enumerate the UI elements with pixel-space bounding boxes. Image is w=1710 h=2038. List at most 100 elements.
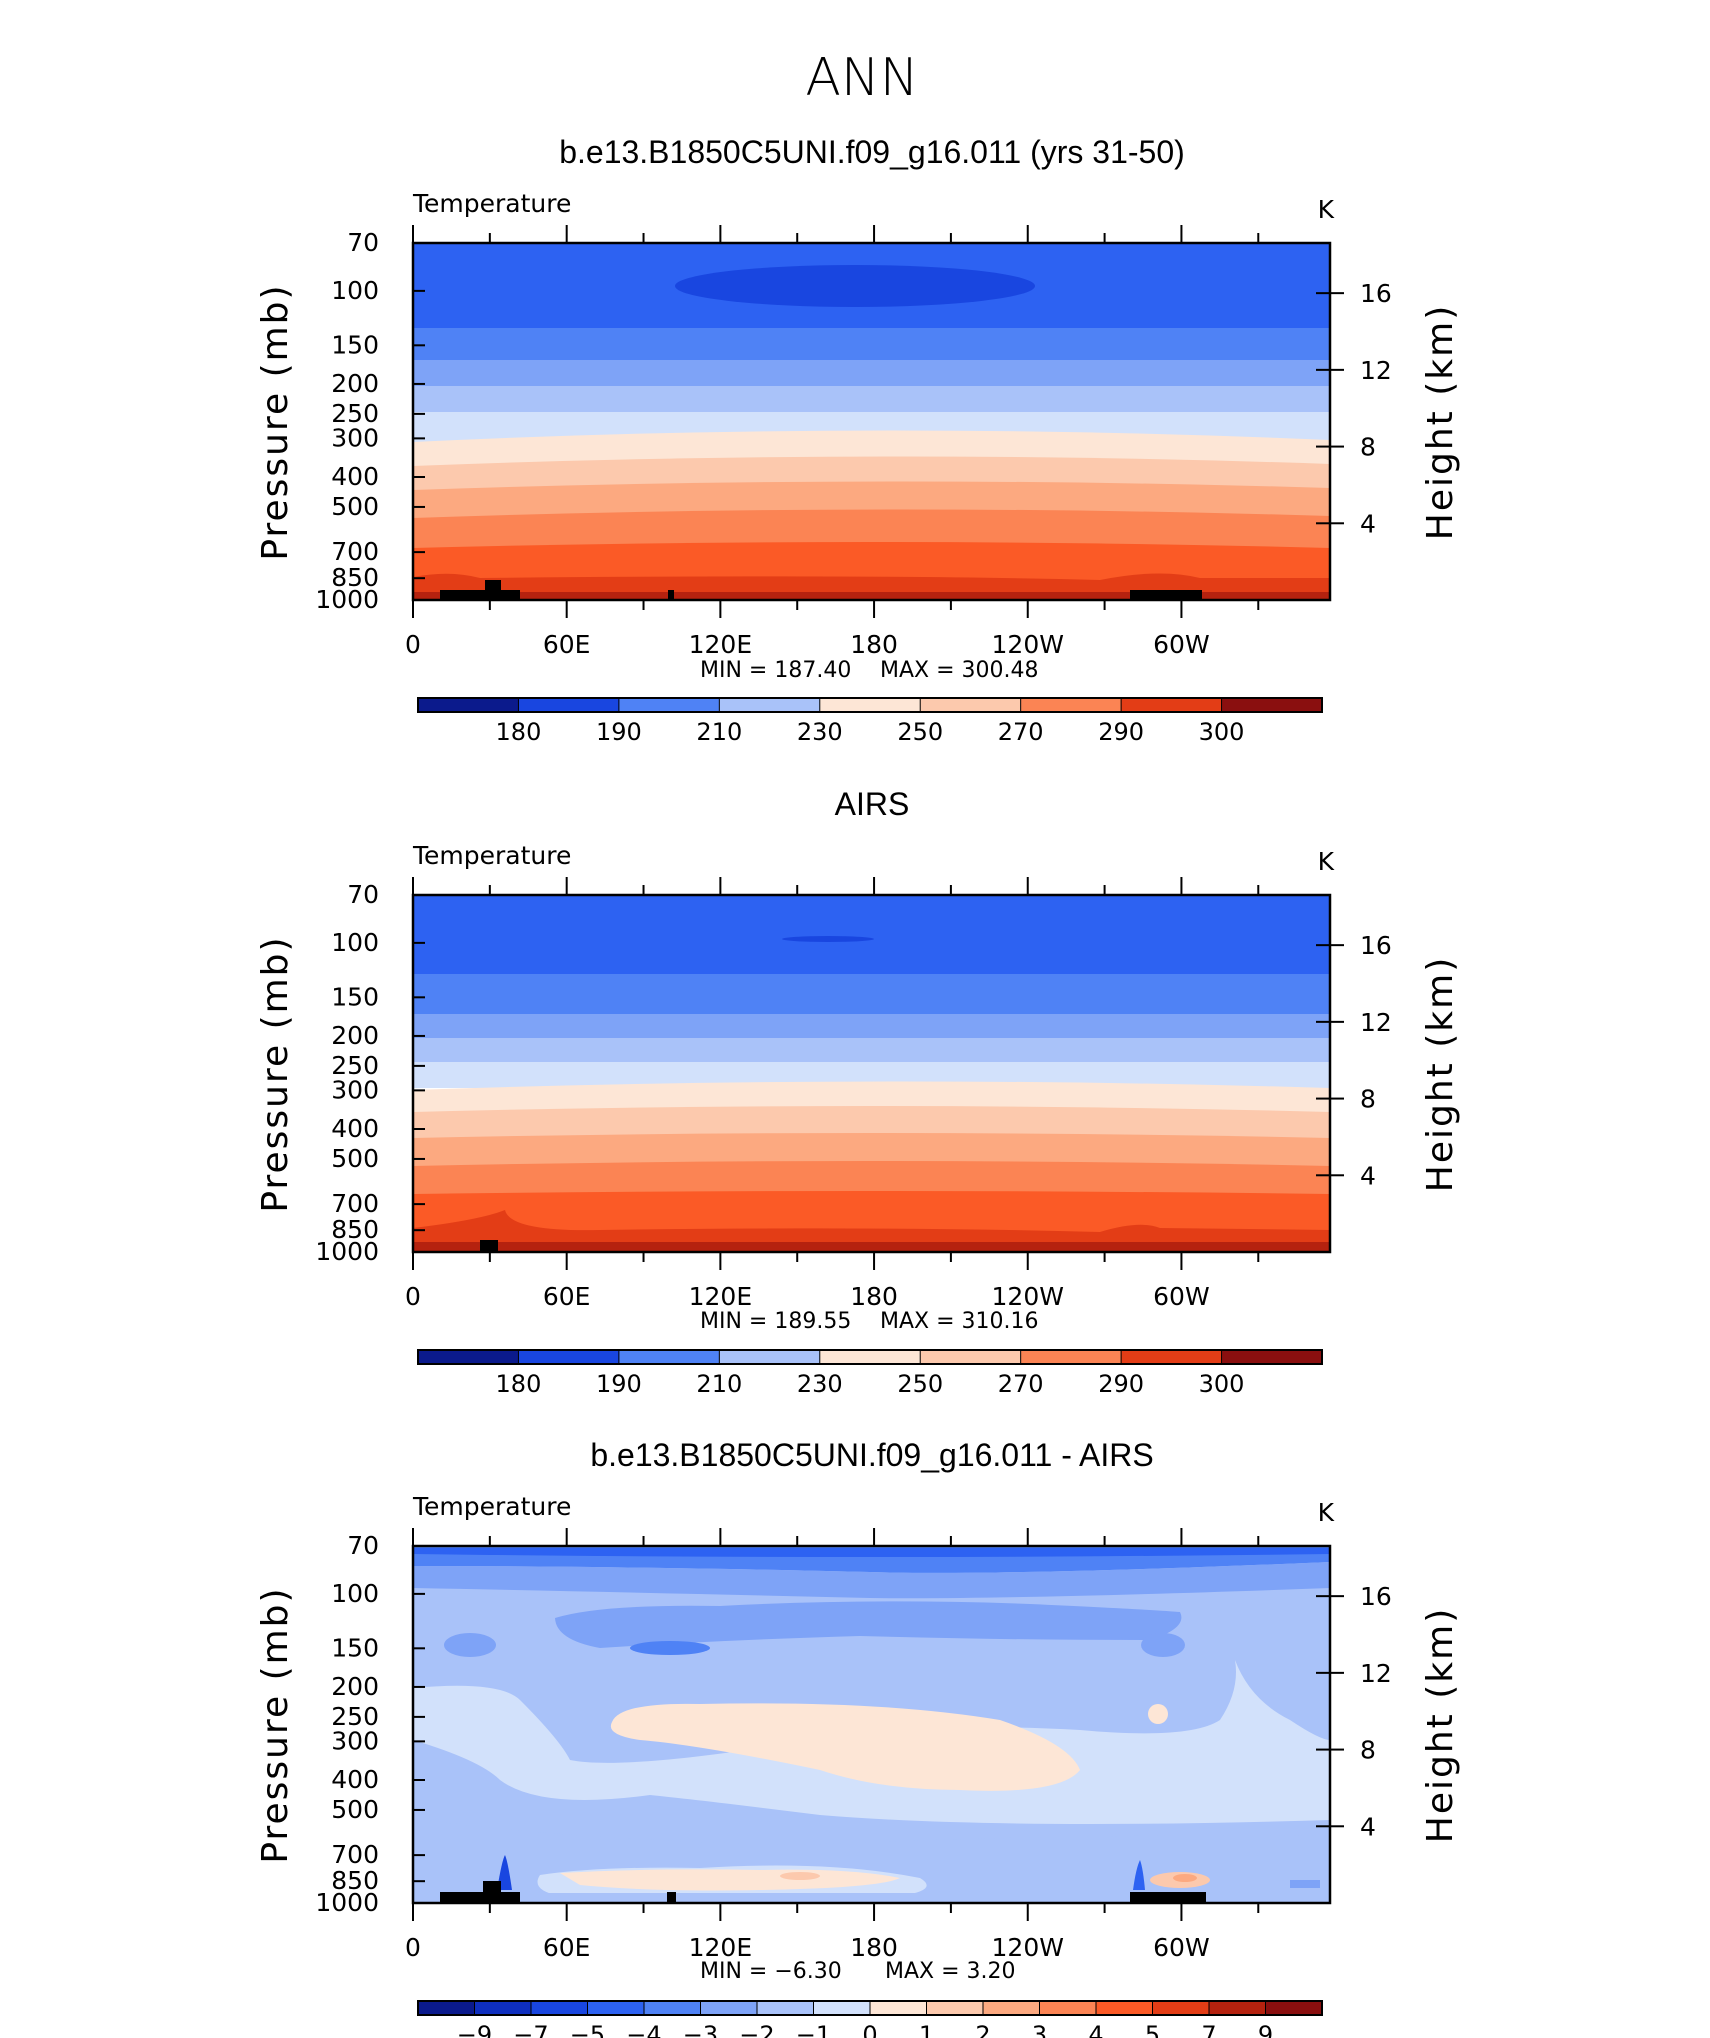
colorbar-label: 2 xyxy=(975,2021,990,2038)
x-tick-label: 0 xyxy=(405,1282,421,1311)
colorbar-swatch xyxy=(982,2000,1041,2016)
colorbar-swatch xyxy=(530,2000,589,2016)
units-label: K xyxy=(1318,195,1335,224)
colorbar-label: 190 xyxy=(596,718,642,746)
colorbar-swatch xyxy=(618,697,721,713)
y-tick-label: 500 xyxy=(331,1144,379,1173)
y-axis-title-right: Height (km) xyxy=(1420,1607,1461,1843)
colorbar-label: 4 xyxy=(1088,2021,1103,2038)
colorbar-swatch xyxy=(1020,697,1123,713)
colorbar-swatch xyxy=(1120,1349,1223,1365)
y-axis-right: 16 12 8 4 xyxy=(1316,931,1392,1190)
y-tick-label-right: 4 xyxy=(1360,1812,1376,1841)
band-warm-7 xyxy=(413,592,1330,600)
y-tick-label-right: 12 xyxy=(1360,356,1392,385)
difference-regions xyxy=(413,1546,1330,1903)
colorbar-label: 9 xyxy=(1258,2021,1273,2038)
y-tick-label: 850 xyxy=(331,1215,379,1244)
colorbar-label: 3 xyxy=(1032,2021,1047,2038)
contour-field xyxy=(413,895,1330,1252)
contour-field xyxy=(413,243,1330,600)
y-tick-label: 150 xyxy=(331,982,379,1011)
units-label: K xyxy=(1318,1498,1335,1527)
x-axis: 0 60E 120E 180 120W 60W xyxy=(405,225,1260,659)
x-tick-label: 120E xyxy=(689,630,753,659)
x-tick-label: 60W xyxy=(1153,630,1210,659)
colorbar-label: 290 xyxy=(1098,718,1144,746)
y-tick-label: 250 xyxy=(331,1702,379,1731)
colorbar-label: 250 xyxy=(897,1370,943,1398)
colorbar-swatch xyxy=(587,2000,645,2016)
colorbar-label: 180 xyxy=(496,1370,542,1398)
y-tick-label: 70 xyxy=(347,228,379,257)
y-tick-label-right: 16 xyxy=(1360,1582,1392,1611)
y-axis-title-right: Height (km) xyxy=(1420,956,1461,1192)
contour-field xyxy=(413,1546,1330,1903)
y-tick-label: 200 xyxy=(331,1672,379,1701)
y-tick-label-right: 16 xyxy=(1360,931,1392,960)
y-tick-label: 500 xyxy=(331,492,379,521)
y-tick-label: 250 xyxy=(331,399,379,428)
max-label: MAX = 310.16 xyxy=(880,1309,1039,1334)
band-250 xyxy=(413,386,1330,416)
colorbar-label: 270 xyxy=(998,718,1044,746)
colorbar-swatch xyxy=(517,697,620,713)
y-tick-label: 1000 xyxy=(315,585,379,614)
colorbar-label: 230 xyxy=(797,718,843,746)
colorbar-label: 0 xyxy=(862,2021,877,2038)
y-axis-title-right: Height (km) xyxy=(1420,304,1461,540)
y-tick-label-right: 4 xyxy=(1360,1161,1376,1190)
x-tick-label: 120W xyxy=(992,1282,1064,1311)
colorbar-swatch xyxy=(1152,2000,1210,2016)
colorbar-label: 5 xyxy=(1145,2021,1160,2038)
colorbar-label: 190 xyxy=(596,1370,642,1398)
colorbar-swatch xyxy=(1039,2000,1097,2016)
min-label: MIN = −6.30 xyxy=(700,1959,842,1984)
colorbar-label: −3 xyxy=(683,2021,718,2038)
colorbar-frame xyxy=(417,697,1323,713)
y-tick-label: 850 xyxy=(331,563,379,592)
y-tick-label: 300 xyxy=(331,1726,379,1755)
colorbar: 180 190 210 230 250 270 290 300 xyxy=(417,1349,1323,1398)
y-tick-label: 400 xyxy=(331,462,379,491)
y-tick-label-right: 8 xyxy=(1360,433,1376,462)
y-tick-label: 150 xyxy=(331,330,379,359)
band-200 xyxy=(413,360,1330,390)
colorbar-swatch xyxy=(1208,2000,1267,2016)
x-tick-label: 120W xyxy=(992,630,1064,659)
colorbar-label: −5 xyxy=(570,2021,605,2038)
x-tick-label: 0 xyxy=(405,1933,421,1962)
y-tick-label: 700 xyxy=(331,1840,379,1869)
colorbar-swatch xyxy=(517,1349,620,1365)
min-label: MIN = 187.40 xyxy=(700,658,851,683)
cold-core xyxy=(782,936,874,942)
y-tick-label-right: 8 xyxy=(1360,1085,1376,1114)
colorbar-label: 210 xyxy=(696,1370,742,1398)
x-tick-label: 60W xyxy=(1153,1282,1210,1311)
colorbar-label: −1 xyxy=(796,2021,831,2038)
y-tick-label: 1000 xyxy=(315,1237,379,1266)
colorbar-swatch xyxy=(643,2000,702,2016)
colorbar-label: 270 xyxy=(998,1370,1044,1398)
colorbar-label: 250 xyxy=(897,718,943,746)
y-tick-label: 70 xyxy=(347,880,379,909)
band-warm-4 xyxy=(413,509,1330,552)
panel-title: b.e13.B1850C5UNI.f09_g16.011 (yrs 31-50) xyxy=(559,134,1185,170)
y-tick-label: 400 xyxy=(331,1114,379,1143)
colorbar-label: 210 xyxy=(696,718,742,746)
plot-frame xyxy=(411,1544,1332,1905)
x-tick-label: 180 xyxy=(850,1933,898,1962)
plot-frame xyxy=(411,893,1332,1254)
x-tick-label: 120E xyxy=(689,1282,753,1311)
y-tick-label: 150 xyxy=(331,1633,379,1662)
panel-title: AIRS xyxy=(835,786,910,822)
panel-obs: AIRS Temperature K xyxy=(255,786,1461,1398)
colorbar: 180 190 210 230 250 270 290 300 xyxy=(417,697,1323,746)
x-axis: 0 60E 120E 180 120W 60W xyxy=(405,877,1260,1311)
colorbar-label: 1 xyxy=(919,2021,934,2038)
x-tick-label: 60E xyxy=(543,1282,591,1311)
panel-model: b.e13.B1850C5UNI.f09_g16.011 (yrs 31-50)… xyxy=(255,134,1461,746)
x-tick-label: 0 xyxy=(405,630,421,659)
topography xyxy=(480,1240,498,1252)
